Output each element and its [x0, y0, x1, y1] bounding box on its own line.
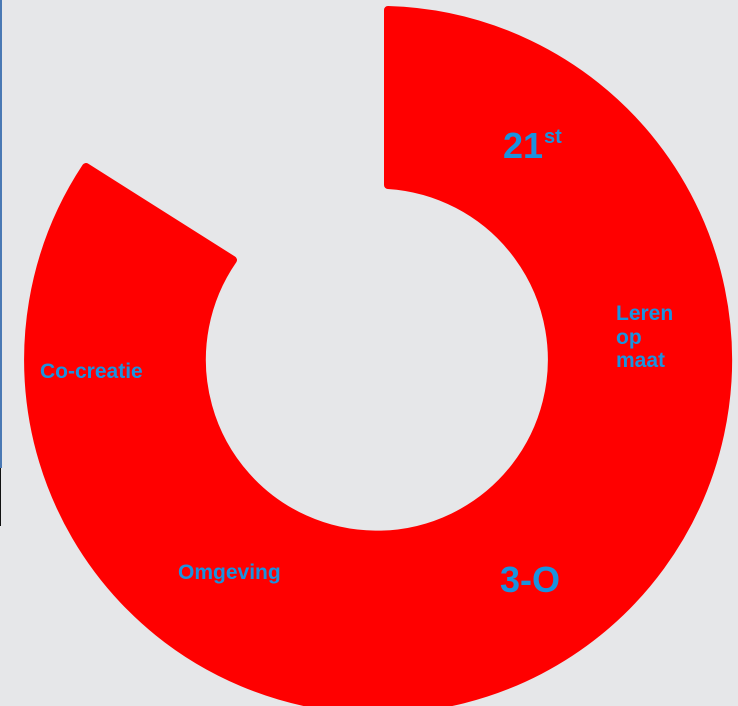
label-leren-op-maat: Leren op maat: [616, 302, 673, 373]
label-3-o: 3-O: [500, 559, 561, 600]
label-co-creatie: Co-creatie: [40, 360, 143, 383]
label-leren-line-3: maat: [616, 349, 666, 373]
label-21st: 21st: [503, 127, 562, 164]
label-omgeving: Omgeving: [178, 561, 281, 584]
left-border-line-lower: [0, 468, 1, 526]
label-leren-line-1: Leren: [616, 302, 674, 325]
left-border-line: [0, 0, 2, 468]
donut-ring: [24, 6, 733, 706]
label-leren-line-2: op: [616, 325, 642, 349]
label-21st-superscript: st: [544, 126, 562, 148]
label-21st-main: 21: [503, 125, 544, 166]
